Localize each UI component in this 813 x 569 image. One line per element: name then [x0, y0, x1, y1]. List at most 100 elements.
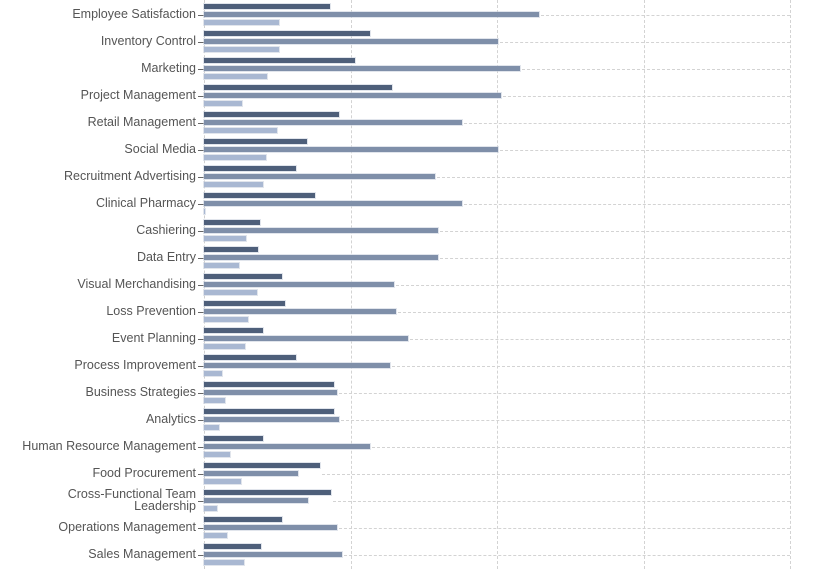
bar-series-2[interactable] — [204, 201, 462, 206]
bar-series-3[interactable] — [204, 20, 279, 25]
horizontal-gridline — [339, 393, 790, 394]
bar-series-1[interactable] — [204, 274, 282, 279]
bar-series-1[interactable] — [204, 31, 370, 36]
bar-series-2[interactable] — [204, 498, 308, 503]
bar-series-1[interactable] — [204, 4, 330, 9]
y-axis-tick — [198, 420, 204, 421]
bar-series-1[interactable] — [204, 517, 282, 522]
bar-series-3[interactable] — [204, 128, 278, 133]
bar-series-2[interactable] — [204, 309, 396, 314]
bar-series-1[interactable] — [204, 355, 297, 360]
horizontal-gridline — [396, 285, 790, 286]
bar-series-1[interactable] — [204, 544, 262, 549]
horizontal-gridline — [321, 474, 790, 475]
bar-series-1[interactable] — [204, 247, 259, 252]
category-label: Business Strategies — [85, 385, 196, 399]
bar-series-1[interactable] — [204, 382, 335, 387]
bar-series-3[interactable] — [204, 47, 279, 52]
bar-series-3[interactable] — [204, 479, 241, 484]
bar-series-3[interactable] — [204, 452, 231, 457]
y-axis-tick — [198, 339, 204, 340]
bar-series-3[interactable] — [204, 317, 248, 322]
bar-series-1[interactable] — [204, 328, 263, 333]
bar-series-2[interactable] — [204, 12, 540, 17]
horizontal-gridline — [500, 42, 790, 43]
bar-series-1[interactable] — [204, 58, 355, 63]
bar-series-3[interactable] — [204, 290, 257, 295]
bar-series-1[interactable] — [204, 139, 307, 144]
bar-series-1[interactable] — [204, 436, 263, 441]
horizontal-gridline — [463, 204, 790, 205]
bar-series-3[interactable] — [204, 209, 206, 214]
horizontal-gridline — [440, 258, 790, 259]
bar-series-1[interactable] — [204, 301, 285, 306]
y-axis-tick — [198, 42, 204, 43]
vertical-gridline — [643, 0, 645, 569]
bar-series-2[interactable] — [204, 174, 436, 179]
bar-series-3[interactable] — [204, 425, 219, 430]
bar-series-3[interactable] — [204, 506, 218, 511]
bar-series-3[interactable] — [204, 263, 240, 268]
horizontal-gridline — [371, 447, 790, 448]
bar-series-3[interactable] — [204, 182, 263, 187]
bar-series-2[interactable] — [204, 147, 499, 152]
vertical-gridline — [497, 0, 498, 569]
category-label: Event Planning — [111, 331, 196, 345]
horizontal-gridline — [397, 312, 790, 313]
category-label: Project Management — [80, 88, 196, 102]
bar-series-2[interactable] — [204, 552, 342, 557]
category-label: Data Entry — [136, 250, 196, 264]
bar-series-2[interactable] — [204, 93, 502, 98]
bar-series-2[interactable] — [204, 417, 339, 422]
bar-series-1[interactable] — [204, 85, 392, 90]
y-axis-tick — [198, 69, 204, 70]
bar-series-1[interactable] — [204, 166, 297, 171]
bar-series-2[interactable] — [204, 39, 499, 44]
category-label: Visual Merchandising — [77, 277, 196, 291]
horizontal-gridline — [541, 15, 790, 16]
category-label: Analytics — [145, 412, 196, 426]
bar-series-1[interactable] — [204, 112, 339, 117]
horizontal-gridline — [333, 501, 790, 502]
bar-series-1[interactable] — [204, 193, 316, 198]
category-label: Inventory Control — [100, 34, 196, 48]
horizontal-gridline — [340, 420, 790, 421]
bar-series-2[interactable] — [204, 471, 298, 476]
bar-series-2[interactable] — [204, 444, 370, 449]
bar-series-3[interactable] — [204, 560, 244, 565]
bar-series-3[interactable] — [204, 236, 247, 241]
bar-series-2[interactable] — [204, 66, 521, 71]
category-label: Employee Satisfaction — [72, 7, 196, 21]
y-axis-tick — [198, 231, 204, 232]
bar-series-2[interactable] — [204, 228, 439, 233]
bar-series-2[interactable] — [204, 390, 338, 395]
bar-series-2[interactable] — [204, 120, 462, 125]
bar-series-2[interactable] — [204, 255, 439, 260]
y-axis-tick — [198, 555, 204, 556]
category-label: Process Improvement — [74, 358, 196, 372]
bar-series-3[interactable] — [204, 371, 222, 376]
horizontal-gridline — [339, 528, 790, 529]
bar-series-3[interactable] — [204, 74, 267, 79]
bar-series-2[interactable] — [204, 282, 395, 287]
category-label: Sales Management — [88, 547, 196, 561]
bar-series-3[interactable] — [204, 344, 246, 349]
bar-series-3[interactable] — [204, 101, 243, 106]
bar-series-3[interactable] — [204, 155, 266, 160]
category-label: Cashiering — [136, 223, 196, 237]
category-label: Operations Management — [58, 520, 196, 534]
category-label: Marketing — [141, 61, 196, 75]
category-label: Food Procurement — [92, 466, 196, 480]
bar-series-3[interactable] — [204, 533, 228, 538]
bar-series-1[interactable] — [204, 463, 320, 468]
horizontal-gridline — [392, 366, 790, 367]
bar-series-1[interactable] — [204, 490, 332, 495]
bar-series-1[interactable] — [204, 409, 335, 414]
bar-series-2[interactable] — [204, 363, 391, 368]
bar-series-1[interactable] — [204, 220, 260, 225]
horizontal-gridline — [522, 69, 790, 70]
bar-series-3[interactable] — [204, 398, 225, 403]
bar-series-2[interactable] — [204, 336, 408, 341]
bar-series-2[interactable] — [204, 525, 338, 530]
